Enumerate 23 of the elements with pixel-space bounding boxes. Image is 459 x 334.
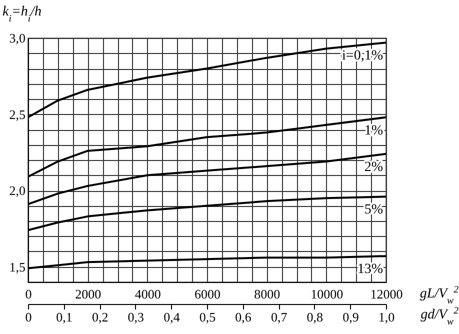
- x-tick-label: 10000: [310, 286, 344, 302]
- x2-tick-label: 0,9: [342, 310, 359, 324]
- x2-tick-label: 0: [25, 310, 32, 324]
- x2-tick-label: 0,7: [270, 310, 288, 324]
- x-tick-label: 12000: [370, 286, 403, 302]
- x2-tick-label: 0,5: [199, 310, 216, 324]
- y-tick-label: 2,0: [9, 183, 26, 198]
- x2-tick-label: 0,3: [128, 310, 144, 324]
- y-tick-label: 2,5: [9, 106, 26, 122]
- x-tick-label: 4000: [134, 286, 161, 302]
- y-tick-label: 1,5: [9, 259, 26, 274]
- y-axis-title: k$_{i}$=h$_{i}$/h: [2, 4, 42, 24]
- x-tick-label: 0: [25, 286, 32, 302]
- x2-tick-label: 0,4: [164, 310, 180, 324]
- x2-tick-label: 0,1: [56, 310, 72, 324]
- x2-tick-label: 0,8: [306, 310, 324, 324]
- x2-tick-label: 1,0: [378, 310, 395, 324]
- x2-tick-label: 0,6: [235, 310, 252, 324]
- y-tick-label: 3,0: [9, 30, 26, 46]
- x2-tick-label: 0,2: [92, 310, 108, 324]
- x-tick-label: 8000: [254, 286, 280, 302]
- x-tick-label: 6000: [194, 286, 220, 302]
- x-tick-label: 2000: [75, 286, 102, 302]
